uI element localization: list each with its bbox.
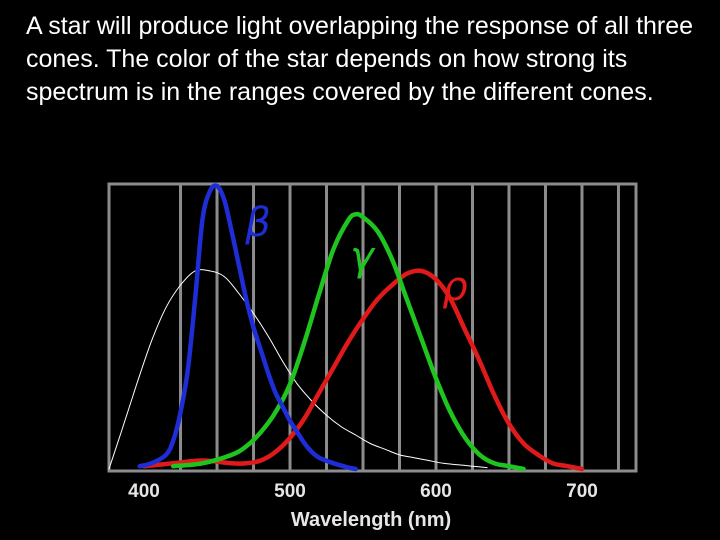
plot-frame (107, 182, 638, 473)
x-tick-labels: 400 500 600 700 (128, 481, 598, 502)
beta-series-label: β (244, 200, 271, 246)
rho-series-label: ρ (442, 264, 467, 310)
x-tick-label: 600 (420, 481, 452, 502)
beta-curve (137, 183, 358, 472)
x-tick-label: 500 (274, 481, 306, 502)
series-labels: ρ γ β (244, 200, 467, 310)
gamma-curve (170, 211, 526, 472)
star-spectrum-curve (108, 269, 488, 470)
caption-text: A star will produce light overlapping th… (26, 12, 694, 106)
series-lines (108, 183, 585, 472)
rho-curve (141, 268, 585, 472)
x-tick-label: 700 (566, 481, 598, 502)
x-axis-label: Wavelength (nm) (291, 509, 451, 531)
gamma-series-label: γ (350, 234, 376, 280)
x-tick-label: 400 (128, 481, 160, 502)
